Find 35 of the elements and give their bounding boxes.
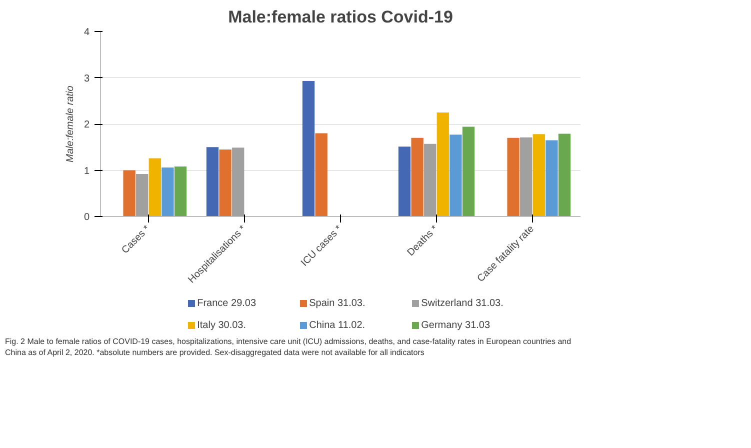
legend-label: China 11.02.	[309, 320, 366, 331]
bar	[398, 146, 411, 216]
bar	[174, 166, 187, 216]
bar	[532, 134, 545, 216]
legend-label: Germany 31.03	[421, 320, 490, 331]
bar	[424, 144, 436, 216]
legend-label: Spain 31.03.	[309, 298, 366, 309]
bar	[206, 147, 219, 216]
caption: Fig. 2 Male to female ratios of COVID-19 cases, hospitalizations, intensive care unit (ICU) admissions, deaths, and case-fatality rates in European countries and China as of April 2, 2020. *absolute numbers are provided. Sex-disaggregated data were not available for all indicators	[5, 336, 572, 359]
bar	[123, 170, 136, 216]
legend-label: France 29.03	[197, 298, 256, 309]
y-tick-label: 3	[84, 73, 90, 84]
bar	[232, 148, 244, 216]
bar	[558, 134, 571, 216]
chart-title: Male:female ratios Covid-19	[228, 8, 453, 26]
y-tick-label: 0	[84, 212, 90, 223]
bar	[546, 140, 558, 216]
bar	[411, 138, 424, 216]
bar	[520, 137, 532, 216]
y-tick-label: 4	[84, 27, 90, 38]
bar	[462, 126, 475, 216]
bar	[136, 174, 148, 216]
y-tick-label: 1	[84, 166, 90, 177]
bar	[148, 158, 161, 216]
y-axis-title: Male:female ratio	[64, 85, 76, 162]
bar	[315, 133, 328, 216]
legend-label: Switzerland 31.03.	[421, 298, 504, 309]
bar	[162, 167, 174, 216]
bar	[219, 149, 232, 216]
y-tick-label: 2	[84, 120, 90, 130]
bar	[450, 134, 462, 216]
bar	[302, 80, 315, 216]
bar	[436, 112, 449, 216]
legend-label: Italy 30.03.	[197, 320, 246, 331]
bar	[507, 138, 520, 216]
